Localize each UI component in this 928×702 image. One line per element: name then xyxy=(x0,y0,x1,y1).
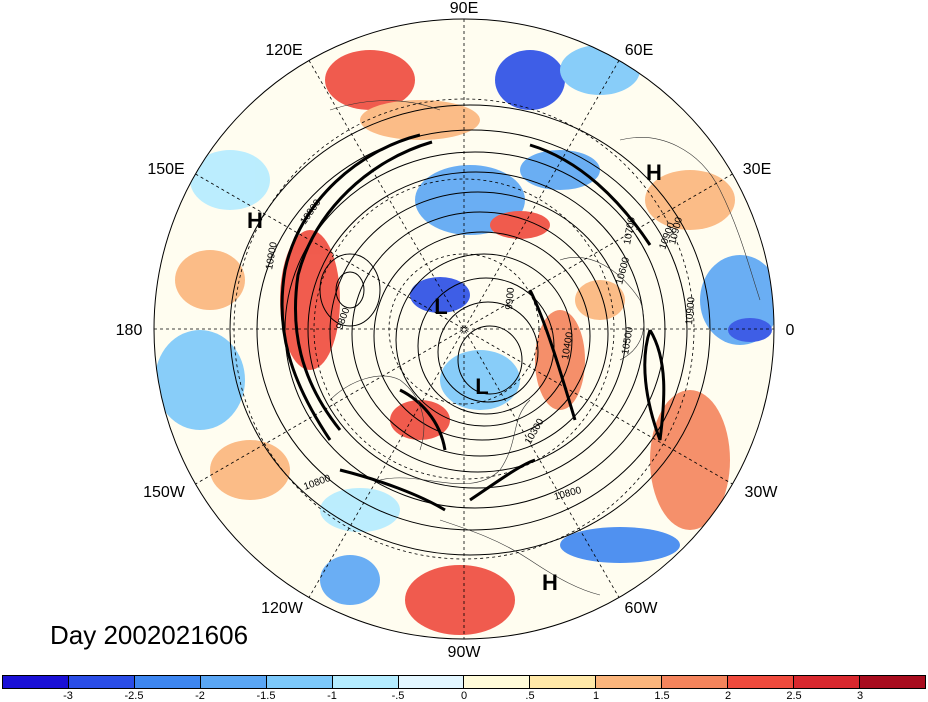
warm-anomaly xyxy=(360,100,480,140)
colorbar-segment xyxy=(68,676,135,688)
contour-label: 10900 xyxy=(684,296,697,325)
colorbar-tick-label: -1 xyxy=(327,690,337,702)
colorbar-tick-label: 0 xyxy=(460,690,468,702)
cold-anomaly xyxy=(320,555,380,605)
warm-anomaly xyxy=(210,440,290,500)
cold-anomaly xyxy=(560,527,680,563)
colorbar-tick-label: -2 xyxy=(195,690,205,702)
warm-anomaly xyxy=(535,310,585,410)
warm-anomaly xyxy=(650,390,730,530)
colorbar-tick-label: 3 xyxy=(856,690,864,702)
warm-anomaly xyxy=(490,211,550,239)
date-label: Day 2002021606 xyxy=(50,620,249,650)
lon-label-180: 180 xyxy=(116,322,143,339)
colorbar-segment xyxy=(794,676,860,688)
jet-contours xyxy=(280,133,666,512)
warm-anomaly xyxy=(280,230,340,370)
cold-anomaly xyxy=(495,50,565,110)
colorbar-tick-label: -3 xyxy=(63,690,73,702)
contour-label: 10400 xyxy=(560,331,576,361)
warm-anomaly xyxy=(175,250,245,310)
colorbar-segment xyxy=(266,676,333,688)
colorbar-segment xyxy=(728,676,795,688)
map-boundary xyxy=(153,18,775,640)
colorbar-tick-label: 1 xyxy=(592,690,600,702)
lon-label-150w: 150W xyxy=(143,484,186,501)
low-pressure-label: L xyxy=(434,294,447,319)
map-disk xyxy=(154,19,774,639)
cold-anomaly xyxy=(410,277,470,313)
colorbar-segment xyxy=(332,676,399,688)
warm-anomaly xyxy=(405,565,515,635)
low-pressure-label: L xyxy=(475,374,488,399)
cold-anomaly xyxy=(190,150,270,210)
lon-label-60e: 60E xyxy=(625,42,653,59)
contour-label: 9900 xyxy=(504,287,517,311)
cold-anomaly xyxy=(728,318,772,342)
graticule xyxy=(154,19,774,639)
lon-label-90w: 90W xyxy=(448,644,482,661)
cold-anomaly xyxy=(155,330,245,430)
colorbar-segment xyxy=(530,676,597,688)
colorbar-segment xyxy=(398,676,465,688)
cold-anomaly xyxy=(520,150,600,190)
pressure-centers: H H L L H xyxy=(247,160,662,595)
coastlines xyxy=(329,100,761,596)
colorbar-labels: -3 -2.5 -2 -1.5 -1 -.5 0 .5 1 1.5 2 2.5 3 xyxy=(2,690,926,702)
cold-anomaly xyxy=(320,488,400,532)
colorbar xyxy=(2,675,926,689)
lon-label-30e: 30E xyxy=(743,161,771,178)
colorbar-segment xyxy=(200,676,267,688)
longitude-labels: 90E 60E 30E 0 30W 60W 90W 120W 150W 180 … xyxy=(116,0,795,661)
high-pressure-label: H xyxy=(247,208,263,233)
colorbar-tick-label: 2.5 xyxy=(786,690,802,702)
colorbar-tick-label: .5 xyxy=(525,690,535,702)
contour-label: 10500 xyxy=(620,326,636,356)
high-pressure-label: H xyxy=(542,570,558,595)
colorbar-segment xyxy=(3,676,69,688)
colorbar-tick-label: 1.5 xyxy=(654,690,670,702)
colorbar-segment xyxy=(662,676,729,688)
colorbar-segment xyxy=(134,676,201,688)
lon-label-30w: 30W xyxy=(745,484,779,501)
colorbar-tick-label: -.5 xyxy=(391,690,405,702)
lon-label-60w: 60W xyxy=(625,600,659,617)
colorbar-tick-label: -2.5 xyxy=(124,690,144,702)
colorbar-segment xyxy=(859,676,925,688)
lon-label-150e: 150E xyxy=(147,161,184,178)
contour-label: 10900 xyxy=(264,241,280,271)
height-contours xyxy=(229,104,711,556)
colorbar-tick-label: -1.5 xyxy=(256,690,276,702)
warm-anomaly xyxy=(575,280,625,320)
lon-label-0: 0 xyxy=(786,322,795,339)
lon-label-120e: 120E xyxy=(265,42,302,59)
lon-label-120w: 120W xyxy=(261,600,304,617)
warm-anomaly xyxy=(325,50,415,110)
lon-label-90e: 90E xyxy=(450,0,478,17)
colorbar-segment xyxy=(596,676,663,688)
colorbar-tick-label: 2 xyxy=(724,690,732,702)
ocean-background xyxy=(154,19,774,639)
anomaly-shading xyxy=(155,45,774,635)
warm-anomaly xyxy=(645,170,735,230)
colorbar-segment xyxy=(464,676,531,688)
contour-label: 10700 xyxy=(622,216,638,246)
high-pressure-label: H xyxy=(646,160,662,185)
